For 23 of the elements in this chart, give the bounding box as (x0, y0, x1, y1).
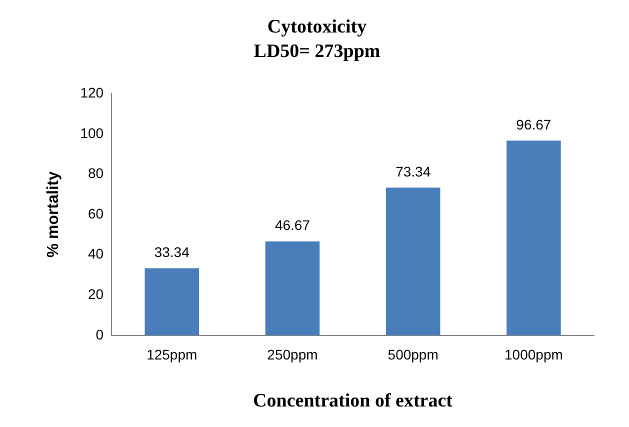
data-label: 96.67 (516, 116, 552, 132)
bar (386, 188, 440, 336)
chart-title: Cytotoxicity (267, 16, 368, 38)
y-tick-label: 60 (88, 205, 104, 222)
data-label: 73.34 (396, 163, 431, 180)
y-tick-label: 0 (96, 326, 104, 342)
y-tick-label: 40 (88, 246, 104, 262)
data-label: 46.67 (274, 217, 310, 234)
bar (265, 241, 320, 336)
x-tick-label: 125ppm (146, 346, 198, 363)
bar (144, 268, 199, 336)
x-tick-label: 500ppm (388, 346, 438, 363)
x-tick-label: 1000ppm (504, 346, 563, 363)
chart-subtitle: LD50= 273ppm (254, 41, 380, 62)
bar (506, 140, 561, 336)
y-tick-label: 80 (88, 165, 104, 182)
y-tick-label: 120 (80, 84, 104, 100)
y-tick-label: 100 (80, 124, 104, 141)
y-tick-label: 20 (88, 286, 104, 302)
y-axis-title: % mortality (45, 171, 62, 258)
data-label: 33.34 (154, 244, 190, 260)
x-tick-label: 250ppm (267, 346, 318, 363)
x-axis-title: Concentration of extract (253, 390, 454, 412)
